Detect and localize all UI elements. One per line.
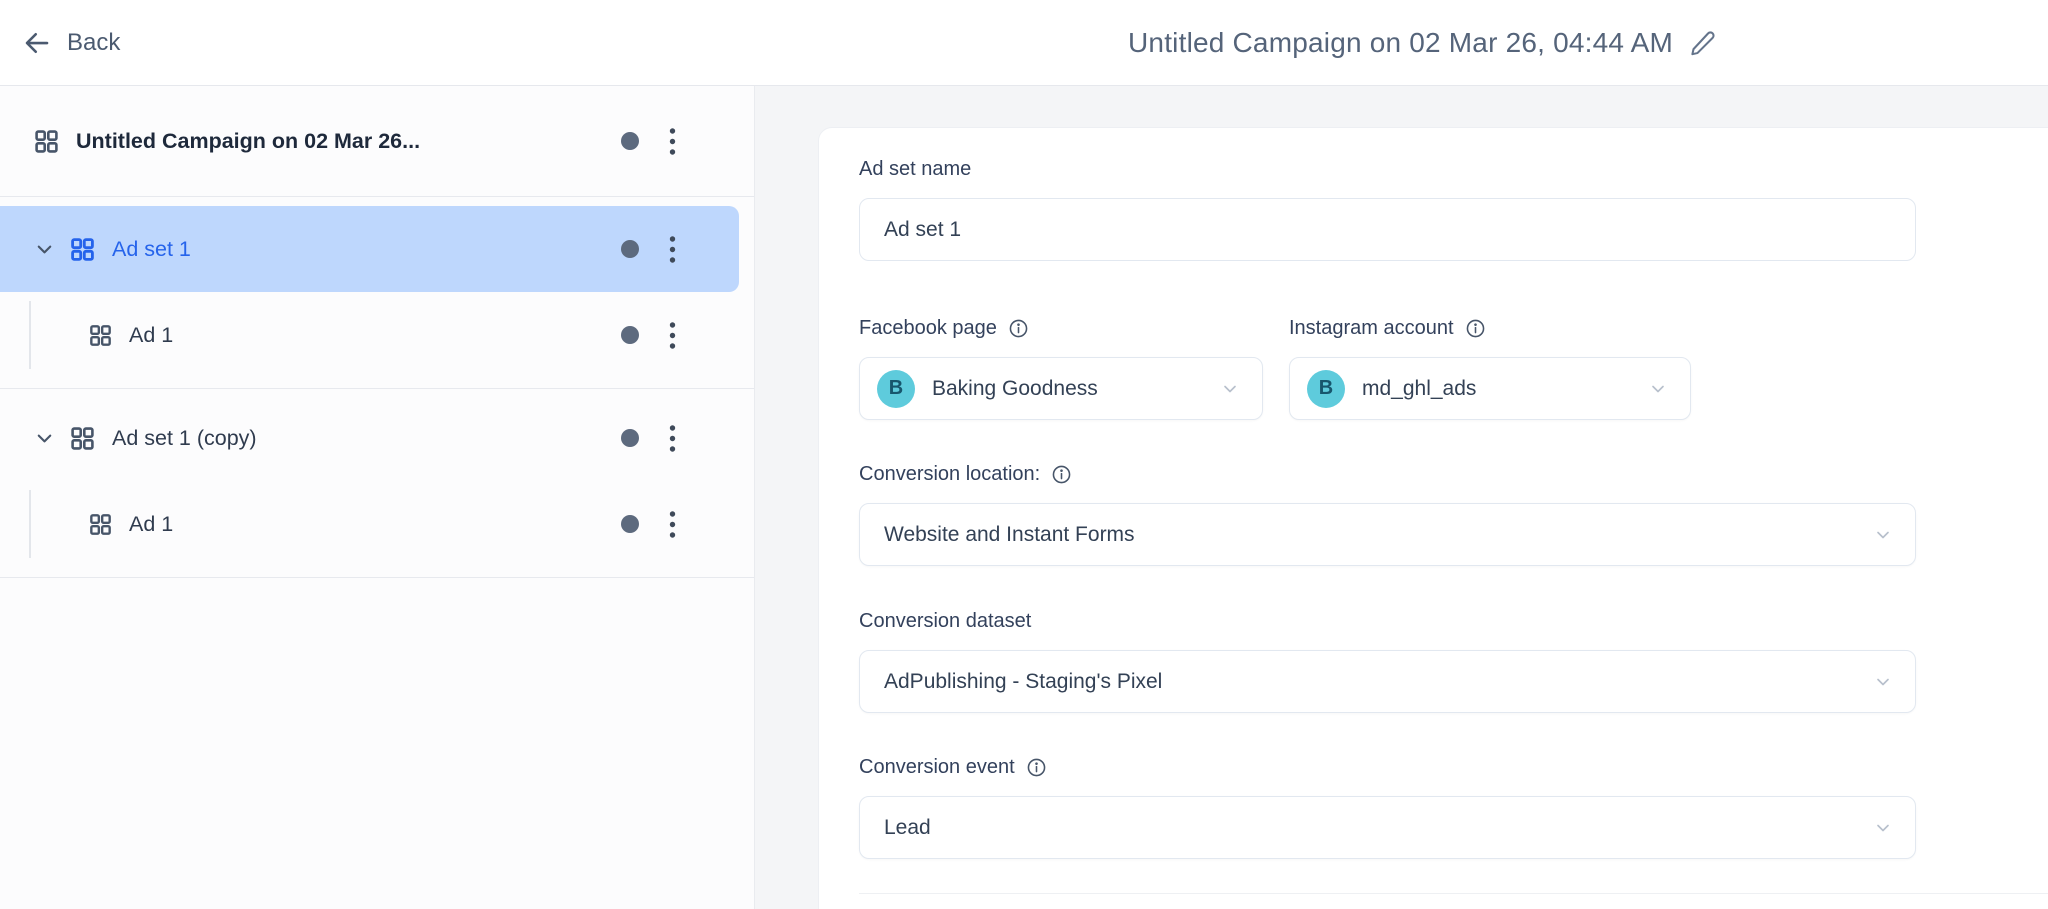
facebook-page-avatar: B: [877, 369, 915, 408]
chevron-down-icon: [1873, 818, 1893, 838]
chevron-down-icon[interactable]: [33, 427, 56, 450]
tree-item-label: Ad 1: [129, 322, 174, 347]
adset-settings-panel: Ad set name Facebook page: [755, 86, 2048, 909]
status-dot: [621, 326, 639, 344]
conversion-location-value: Website and Instant Forms: [884, 522, 1135, 546]
conversion-dataset-value: AdPublishing - Staging's Pixel: [884, 669, 1163, 693]
back-label: Back: [67, 29, 121, 56]
chevron-down-icon: [1220, 379, 1240, 399]
back-arrow-icon: [22, 28, 52, 58]
sidebar-divider: [0, 577, 754, 578]
campaign-title-text: Untitled Campaign on 02 Mar 26, 04:44 AM: [1128, 27, 1673, 58]
campaign-tree-sidebar: Untitled Campaign on 02 Mar 26... Ad set: [0, 86, 755, 909]
tree-item-label: Ad 1: [129, 511, 174, 536]
field-conversion-dataset: Conversion dataset AdPublishing - Stagin…: [859, 610, 1916, 713]
edit-title-pencil-icon[interactable]: [1689, 30, 1716, 57]
kebab-menu-icon[interactable]: [669, 235, 676, 264]
adset-grid-icon: [69, 236, 96, 263]
page-account-row: Facebook page B Baking Goodness: [859, 317, 2048, 420]
section-divider: [859, 893, 2048, 894]
conversion-event-select[interactable]: Lead: [859, 796, 1916, 859]
tree-item-adset-copy[interactable]: Ad set 1 (copy): [0, 395, 739, 481]
instagram-account-avatar: B: [1307, 369, 1345, 408]
conversion-dataset-label: Conversion dataset: [859, 610, 1032, 632]
info-icon[interactable]: [1051, 464, 1072, 485]
field-instagram-account: Instagram account B md_ghl_ads: [1289, 317, 1691, 420]
facebook-page-value: Baking Goodness: [932, 376, 1098, 400]
tree-item-label: Untitled Campaign on 02 Mar 26...: [76, 128, 421, 153]
conversion-location-label: Conversion location:: [859, 463, 1041, 485]
kebab-menu-icon[interactable]: [669, 321, 676, 350]
field-conversion-location: Conversion location: Website and Instant…: [859, 463, 1916, 566]
tree-item-label: Ad set 1: [112, 236, 191, 261]
status-dot: [621, 240, 639, 258]
status-dot: [621, 132, 639, 150]
chevron-down-icon[interactable]: [33, 238, 56, 261]
tree-item-label: Ad set 1 (copy): [112, 425, 257, 450]
top-header: Back Untitled Campaign on 02 Mar 26, 04:…: [0, 0, 2048, 86]
instagram-account-value: md_ghl_ads: [1362, 376, 1477, 400]
ad-set-name-label: Ad set name: [859, 158, 972, 180]
tree-item-adset-1[interactable]: Ad set 1: [0, 206, 739, 292]
instagram-account-label: Instagram account: [1289, 317, 1454, 339]
chevron-down-icon: [1873, 525, 1893, 545]
campaign-grid-icon: [33, 128, 60, 155]
campaign-title: Untitled Campaign on 02 Mar 26, 04:44 AM: [1128, 0, 1716, 86]
tree-item-campaign[interactable]: Untitled Campaign on 02 Mar 26...: [0, 86, 739, 196]
sidebar-divider: [0, 196, 754, 197]
tree-item-ad-1[interactable]: Ad 1: [0, 292, 739, 378]
tree-item-ad-1-copy-child[interactable]: Ad 1: [0, 481, 739, 567]
kebab-menu-icon[interactable]: [669, 127, 676, 156]
field-facebook-page: Facebook page B Baking Goodness: [859, 317, 1263, 420]
instagram-account-select[interactable]: B md_ghl_ads: [1289, 357, 1691, 420]
info-icon[interactable]: [1008, 318, 1029, 339]
chevron-down-icon: [1648, 379, 1668, 399]
ad-set-name-input[interactable]: [859, 198, 1916, 261]
ad-grid-icon: [88, 323, 113, 348]
chevron-down-icon: [1873, 672, 1893, 692]
field-ad-set-name: Ad set name: [859, 158, 1916, 261]
status-dot: [621, 429, 639, 447]
sidebar-divider: [0, 388, 754, 389]
conversion-location-select[interactable]: Website and Instant Forms: [859, 503, 1916, 566]
kebab-menu-icon[interactable]: [669, 424, 676, 453]
adset-settings-card: Ad set name Facebook page: [818, 127, 2048, 909]
facebook-page-select[interactable]: B Baking Goodness: [859, 357, 1263, 420]
info-icon[interactable]: [1465, 318, 1486, 339]
conversion-event-label: Conversion event: [859, 756, 1015, 778]
facebook-page-label: Facebook page: [859, 317, 997, 339]
info-icon[interactable]: [1026, 757, 1047, 778]
adset-grid-icon: [69, 425, 96, 452]
kebab-menu-icon[interactable]: [669, 510, 676, 539]
ad-grid-icon: [88, 512, 113, 537]
back-button[interactable]: Back: [22, 0, 120, 86]
conversion-event-value: Lead: [884, 815, 931, 839]
field-conversion-event: Conversion event Lead: [859, 756, 1916, 859]
status-dot: [621, 515, 639, 533]
conversion-dataset-select[interactable]: AdPublishing - Staging's Pixel: [859, 650, 1916, 713]
